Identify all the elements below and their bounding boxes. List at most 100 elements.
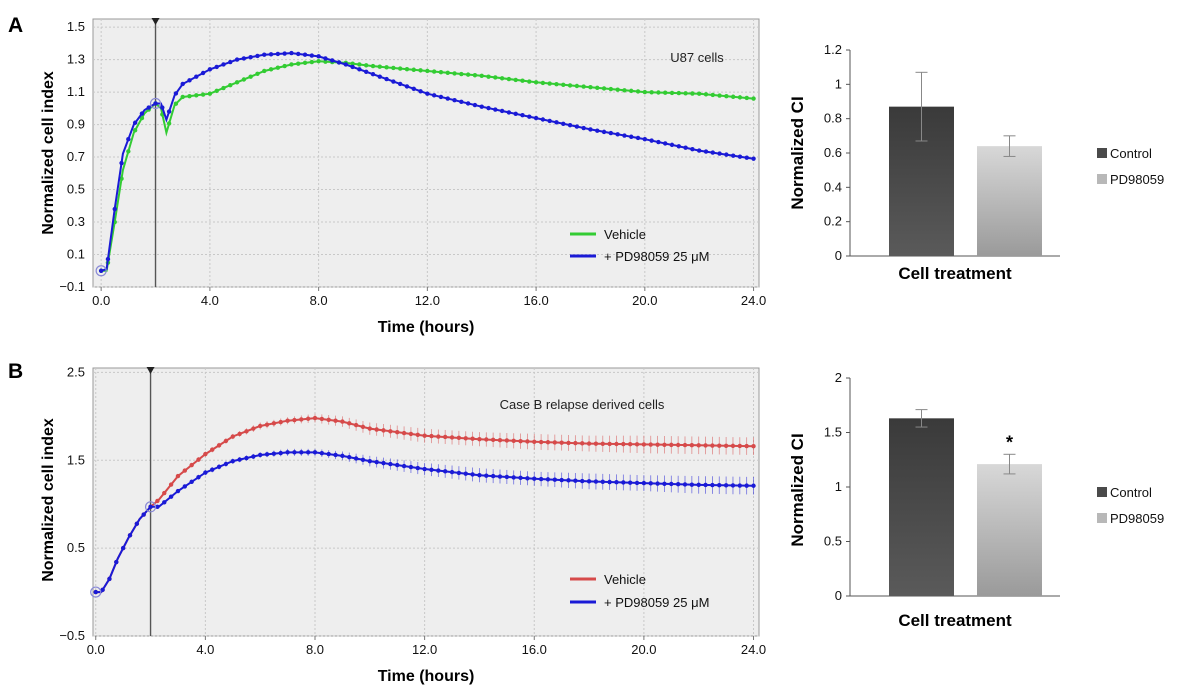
data-point-a-1 <box>241 56 247 61</box>
data-point-b-0 <box>669 442 674 448</box>
data-point-b-0 <box>634 442 640 447</box>
bar-a-x-label: Cell treatment <box>898 264 1012 283</box>
data-point-a-0 <box>465 72 471 77</box>
data-point-b-1 <box>278 450 283 456</box>
x-tick-label-b-5: 20.0 <box>631 642 656 657</box>
data-point-b-0 <box>593 441 599 446</box>
data-point-b-0 <box>477 436 482 442</box>
data-point-a-0 <box>588 85 593 90</box>
data-point-b-0 <box>388 429 393 434</box>
data-point-b-0 <box>449 435 455 440</box>
data-point-b-1 <box>285 450 290 455</box>
bar-y-tick-label-b-2: 1 <box>835 479 842 494</box>
open-marker-a-1 <box>149 97 162 110</box>
data-point-a-0 <box>690 91 695 96</box>
y-tick-label-b-1: 0.5 <box>67 540 85 555</box>
data-point-b-0 <box>415 432 420 437</box>
data-point-a-0 <box>411 67 416 72</box>
data-point-a-1 <box>425 91 430 96</box>
data-point-b-0 <box>271 421 277 426</box>
data-point-b-0 <box>641 442 647 447</box>
data-point-b-1 <box>648 481 653 486</box>
data-point-b-1 <box>463 471 468 476</box>
data-point-a-1 <box>119 160 124 166</box>
data-point-a-0 <box>452 71 457 76</box>
y-axis-label-b: Normalized cell index <box>40 418 57 582</box>
data-point-a-1 <box>296 51 301 57</box>
data-point-b-0 <box>497 437 503 443</box>
data-point-a-0 <box>513 77 518 83</box>
data-point-a-1 <box>221 62 226 67</box>
data-point-a-1 <box>520 113 525 118</box>
data-point-b-1 <box>600 479 605 484</box>
data-point-b-1 <box>189 479 194 484</box>
data-point-b-1 <box>175 488 181 494</box>
treatment-marker-icon-a <box>151 18 160 25</box>
data-point-b-0 <box>717 443 722 448</box>
data-point-b-1 <box>504 474 510 480</box>
data-point-b-0 <box>360 424 366 430</box>
data-point-b-0 <box>532 439 537 445</box>
data-point-b-0 <box>175 473 181 479</box>
data-point-b-0 <box>203 451 208 457</box>
bar-chart-a: 0 0.2 0.4 0.6 0.8 1 1.2 Cell treatment Normali… <box>788 42 1164 283</box>
x-axis-label-a: Time (hours) <box>378 319 475 336</box>
data-point-b-1 <box>155 504 160 510</box>
data-point-b-1 <box>381 460 386 466</box>
data-point-a-0 <box>404 66 410 72</box>
data-point-b-1 <box>196 474 201 480</box>
data-point-b-0 <box>326 417 331 423</box>
bar-a-legend-pd-swatch <box>1097 174 1107 184</box>
data-point-a-1 <box>316 54 321 59</box>
data-point-a-1 <box>601 129 607 135</box>
data-point-b-1 <box>429 467 434 473</box>
data-point-a-0 <box>751 96 756 101</box>
y-tick-label-b-3: 2.5 <box>67 364 85 379</box>
bar-b-legend: Control PD98059 <box>1097 485 1164 526</box>
data-point-b-0 <box>710 443 715 448</box>
data-point-b-1 <box>586 479 592 484</box>
data-point-b-1 <box>134 521 140 526</box>
data-point-b-0 <box>436 434 441 439</box>
data-point-b-1 <box>114 559 119 565</box>
data-point-a-1 <box>608 130 614 136</box>
x-tick-label-a-1: 4.0 <box>201 293 219 308</box>
data-point-a-1 <box>506 110 512 115</box>
data-point-b-1 <box>367 458 373 464</box>
data-point-b-1 <box>751 483 756 488</box>
data-point-a-0 <box>296 61 301 66</box>
data-point-b-1 <box>723 483 729 488</box>
y-tick-label-a-0: −0.1 <box>59 279 85 294</box>
data-point-b-1 <box>251 454 256 459</box>
open-marker-a-0 <box>95 265 107 277</box>
data-point-b-0 <box>312 415 318 421</box>
data-point-a-1 <box>465 101 471 106</box>
data-point-a-0 <box>221 85 226 91</box>
x-tick-label-b-6: 24.0 <box>741 642 766 657</box>
data-point-b-1 <box>682 482 688 487</box>
data-point-b-0 <box>189 462 194 468</box>
data-point-a-0 <box>533 80 539 85</box>
legend-b-vehicle-label: Vehicle <box>604 572 646 587</box>
data-point-a-0 <box>663 90 668 95</box>
data-point-a-0 <box>397 66 403 71</box>
data-point-b-1 <box>312 450 318 455</box>
bar-b-x-label: Cell treatment <box>898 611 1012 630</box>
data-point-a-1 <box>622 133 627 138</box>
y-tick-label-a-6: 1.1 <box>67 84 85 99</box>
data-point-a-0 <box>683 91 688 96</box>
data-point-a-1 <box>431 93 437 98</box>
legend-b: Vehicle + PD98059 25 μM <box>570 572 709 610</box>
data-point-a-1 <box>730 153 736 158</box>
grid-b <box>93 368 759 637</box>
data-point-b-1 <box>710 482 715 488</box>
data-point-b-1 <box>703 482 708 488</box>
data-point-a-1 <box>275 51 281 57</box>
bar-b-legend-pd-swatch <box>1097 513 1107 523</box>
data-point-a-1 <box>663 141 668 146</box>
data-point-b-1 <box>593 479 599 484</box>
data-point-b-0 <box>682 442 688 448</box>
legend-a-vehicle-label: Vehicle <box>604 227 646 242</box>
data-point-b-1 <box>93 589 98 595</box>
data-point-a-1 <box>370 72 376 77</box>
